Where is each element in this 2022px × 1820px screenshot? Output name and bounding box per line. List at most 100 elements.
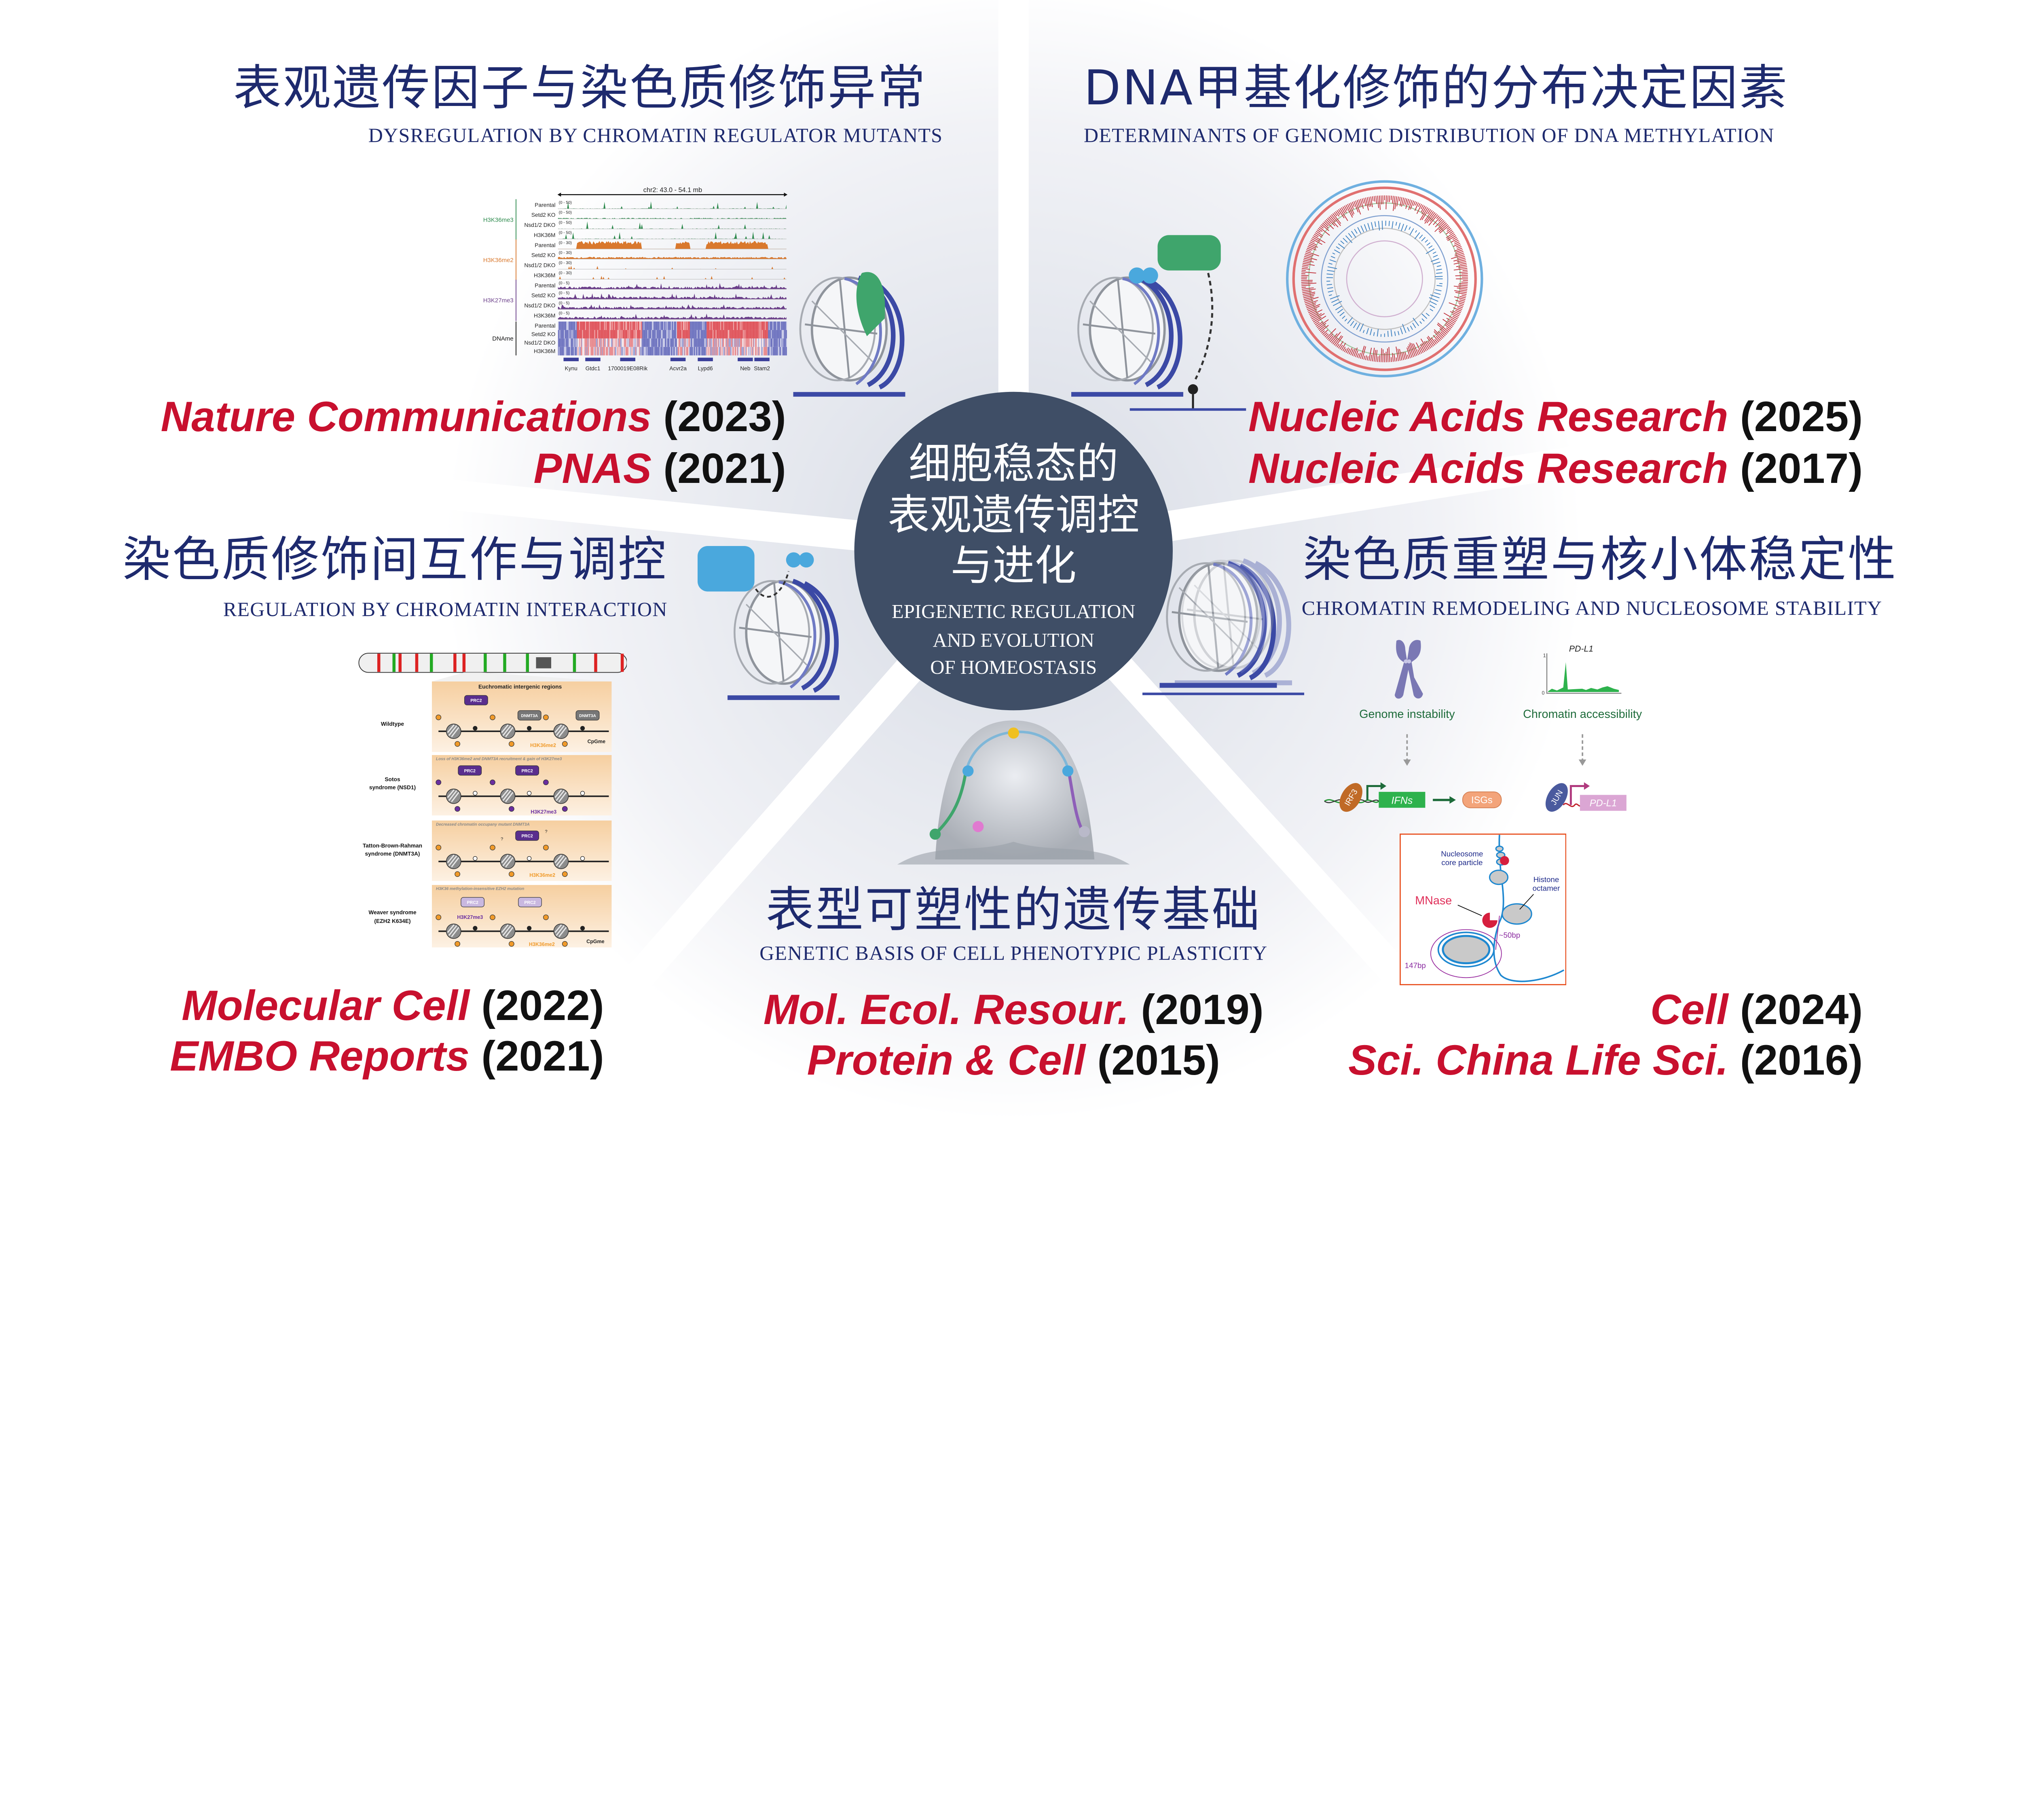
methylation-cell	[747, 322, 749, 330]
methylation-cell	[738, 330, 740, 339]
methylation-cell	[675, 322, 676, 330]
methylation-cell	[736, 322, 737, 330]
methylation-cell	[564, 322, 565, 330]
methylation-cell	[734, 347, 736, 356]
methylation-cell	[643, 347, 644, 356]
nucleosome-small	[1489, 869, 1508, 885]
methylation-cell	[746, 322, 747, 330]
methylation-cell	[652, 330, 653, 339]
circos-bar	[1339, 312, 1345, 316]
circos-bar	[1447, 320, 1455, 326]
methylation-cell	[590, 347, 591, 356]
methylation-cell	[655, 338, 656, 347]
circos-bar	[1426, 313, 1430, 316]
methylation-cell	[749, 330, 750, 339]
methylation-cell	[659, 330, 660, 339]
methylation-cell	[691, 347, 692, 356]
methylation-cell	[558, 347, 559, 356]
methylation-cell	[581, 347, 582, 356]
methylation-cell	[637, 347, 639, 356]
methylation-cell	[649, 338, 651, 347]
methylation-cell	[656, 330, 658, 339]
methylation-cell	[667, 347, 668, 356]
circos-bar	[1357, 200, 1360, 207]
methylation-cell	[571, 330, 573, 339]
methylation-cell	[643, 330, 644, 339]
methylation-cell	[759, 338, 761, 347]
cpg-mark	[580, 791, 585, 796]
circos-bar	[1428, 214, 1438, 226]
modification-label: CpGme	[587, 739, 605, 745]
methylation-cell	[656, 347, 657, 356]
circos-bar	[1453, 286, 1468, 288]
methylation-cell	[724, 338, 725, 347]
methylation-cell	[699, 322, 700, 330]
methylation-cell	[706, 338, 708, 347]
methylation-cell	[594, 322, 595, 330]
methylation-cell	[594, 338, 595, 347]
methylation-cell	[708, 338, 709, 347]
methylation-cell	[772, 322, 773, 330]
mark-group-label: H3K27me3	[483, 297, 514, 304]
methylation-cell	[636, 322, 637, 330]
chromosome-band	[462, 654, 465, 672]
histone-tail-mark	[435, 914, 441, 920]
histone-tail-mark	[435, 714, 441, 720]
methylation-cell	[656, 330, 657, 339]
methylation-cell	[568, 322, 569, 330]
methylation-cell	[780, 338, 781, 347]
methylation-cell	[662, 347, 664, 356]
methylation-cell	[703, 347, 704, 356]
circos-bar	[1412, 323, 1416, 328]
methylation-cell	[763, 347, 764, 356]
methylation-cell	[670, 322, 671, 330]
methylation-cell	[778, 338, 780, 347]
circos-bar	[1332, 301, 1342, 306]
methylation-cell	[613, 322, 614, 330]
circos-bar	[1303, 293, 1316, 297]
methylation-cell	[771, 322, 772, 330]
circos-bar	[1457, 256, 1465, 259]
methylation-cell	[580, 338, 581, 347]
paper-year: (2024)	[1740, 986, 1863, 1033]
tss-arrow-icon	[1366, 785, 1381, 800]
methylation-cell	[565, 338, 566, 347]
methylation-cell	[774, 330, 775, 339]
circos-bar	[1345, 347, 1349, 353]
methylation-cell	[661, 347, 662, 356]
methylation-cell	[777, 347, 778, 356]
gene-label: Neb	[740, 366, 751, 372]
methylation-cell	[726, 330, 728, 339]
track-range-label: (0 - 50)	[559, 231, 572, 235]
circos-bar	[1353, 347, 1358, 357]
methylation-cell	[609, 338, 610, 347]
circos-bar	[1340, 240, 1345, 244]
gene-label: Lypd6	[698, 366, 713, 372]
circos-bar	[1309, 310, 1317, 315]
circos-bar	[1421, 208, 1430, 220]
methylation-cell	[602, 347, 603, 356]
methylation-cell	[721, 322, 722, 330]
methylation-cell	[728, 322, 730, 330]
methylation-cell	[612, 330, 613, 339]
methylation-cell	[658, 347, 659, 356]
methylation-cell	[781, 330, 782, 339]
methylation-cell	[617, 322, 618, 330]
nucleosome-icon	[553, 723, 569, 739]
methylation-cell	[603, 330, 604, 339]
methylation-cell	[662, 330, 663, 339]
methylation-cell	[705, 330, 706, 339]
methylation-cell	[725, 322, 726, 330]
methylation-cell	[743, 330, 744, 339]
circos-bar	[1415, 230, 1417, 233]
circos-bar	[1373, 196, 1375, 202]
methylation-cell	[684, 338, 685, 347]
methylation-cell	[768, 322, 769, 330]
methylation-cell	[683, 330, 684, 339]
methylation-cell	[643, 322, 644, 330]
methylation-cell	[706, 347, 708, 356]
circos-bar	[1401, 197, 1404, 207]
methylation-cell	[785, 347, 787, 356]
row-label: Tatton-Brown-Rahman	[362, 843, 422, 849]
section-subtitle-top-right: DETERMINANTS OF GENOMIC DISTRIBUTION OF …	[1084, 124, 1775, 147]
